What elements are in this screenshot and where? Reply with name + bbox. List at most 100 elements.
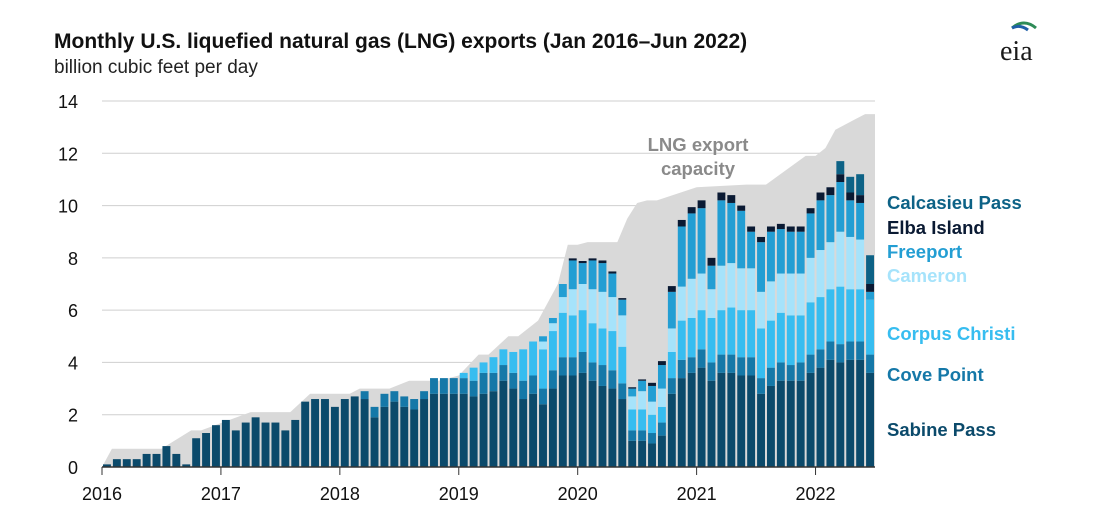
bar-segment — [578, 260, 587, 264]
bar-segment — [766, 226, 775, 232]
bar-segment — [548, 317, 557, 324]
bar-segment — [677, 359, 686, 379]
bar-segment — [776, 273, 785, 313]
bar-segment — [608, 331, 617, 371]
bar-segment — [380, 393, 389, 407]
bar-segment — [360, 391, 369, 400]
bar-segment — [588, 289, 597, 324]
bar-segment — [806, 213, 815, 258]
bar-segment — [608, 271, 617, 274]
bar-segment — [846, 200, 855, 237]
x-tick-label: 2016 — [82, 484, 122, 504]
bar-segment — [548, 388, 557, 467]
bar-segment — [796, 380, 805, 467]
bar-segment — [529, 375, 538, 394]
bar-segment — [509, 351, 518, 373]
bar-segment — [866, 372, 874, 467]
bar-segment — [687, 317, 696, 358]
bar-segment — [776, 223, 785, 230]
bar-segment — [667, 286, 676, 292]
bar-segment — [142, 453, 151, 467]
bar-segment — [776, 229, 785, 274]
bar-segment — [806, 354, 815, 373]
bar-segment — [519, 349, 528, 381]
bar-segment — [796, 273, 805, 316]
bar-segment — [548, 323, 557, 332]
bar-segment — [578, 310, 587, 352]
bar-segment — [251, 417, 260, 467]
bar-segment — [529, 341, 538, 376]
bar-segment — [638, 440, 647, 467]
bar-segment — [757, 328, 765, 379]
bar-segment — [519, 399, 528, 467]
bar-segment — [648, 443, 656, 467]
bar-segment — [628, 440, 637, 467]
bar-segment — [806, 372, 815, 467]
bar-segment — [707, 362, 716, 381]
bar-segment — [380, 406, 389, 467]
bar-segment — [766, 231, 775, 282]
bar-segment — [687, 357, 696, 373]
bar-segment — [737, 375, 746, 467]
bar-segment — [628, 387, 637, 389]
x-tick-label: 2022 — [796, 484, 836, 504]
bar-segment — [687, 278, 696, 318]
bar-segment — [578, 263, 587, 284]
bar-segment — [489, 357, 498, 373]
bar-segment — [806, 257, 815, 303]
bar-segment — [558, 297, 567, 313]
bar-segment — [638, 379, 647, 381]
bar-segment — [519, 380, 528, 400]
bar-segment — [410, 409, 419, 467]
bar-segment — [499, 380, 508, 467]
bar-segment — [261, 422, 270, 467]
bar-segment — [846, 289, 855, 342]
bar-segment — [766, 281, 775, 321]
bar-segment — [568, 357, 577, 376]
bar-segment — [578, 284, 587, 311]
bar-segment — [786, 380, 795, 467]
bar-segment — [628, 409, 637, 431]
bar-segment — [836, 231, 845, 287]
bar-segment — [667, 291, 676, 329]
bar-segment — [598, 385, 607, 467]
bar-segment — [479, 362, 488, 373]
bar-segment — [628, 396, 637, 410]
bar-segment — [608, 297, 617, 332]
bar-segment — [796, 226, 805, 232]
bar-segment — [697, 208, 706, 274]
y-tick-label: 12 — [58, 144, 78, 164]
bar-segment — [737, 357, 746, 376]
bar-segment — [816, 349, 825, 368]
bar-segment — [717, 310, 726, 355]
x-tick-label: 2017 — [201, 484, 241, 504]
bar-segment — [766, 367, 775, 386]
bar-segment — [737, 268, 746, 311]
bar-segment — [618, 298, 627, 300]
bar-segment — [430, 393, 438, 467]
bar-segment — [717, 372, 726, 467]
bar-segment — [776, 380, 785, 467]
bar-segment — [866, 284, 874, 292]
bar-segment — [568, 315, 577, 358]
bar-segment — [707, 257, 716, 266]
bar-segment — [737, 205, 746, 211]
chart-subtitle: billion cubic feet per day — [54, 57, 258, 78]
bar-segment — [856, 359, 865, 467]
bar-segment — [558, 312, 567, 358]
bar-segment — [469, 396, 478, 467]
bar-segment — [677, 378, 686, 467]
bar-segment — [836, 286, 845, 345]
bar-segment — [856, 202, 865, 240]
bar-segment — [608, 273, 617, 298]
bar-segment — [340, 399, 349, 467]
legend-cameron: Cameron — [887, 265, 968, 286]
svg-text:eia: eia — [1000, 36, 1033, 67]
bar-segment — [757, 393, 765, 467]
bar-segment — [846, 341, 855, 360]
bar-segment — [439, 378, 448, 394]
bar-segment — [588, 323, 597, 363]
bar-segment — [826, 187, 835, 196]
bar-segment — [747, 268, 756, 311]
bar-segment — [430, 378, 438, 394]
